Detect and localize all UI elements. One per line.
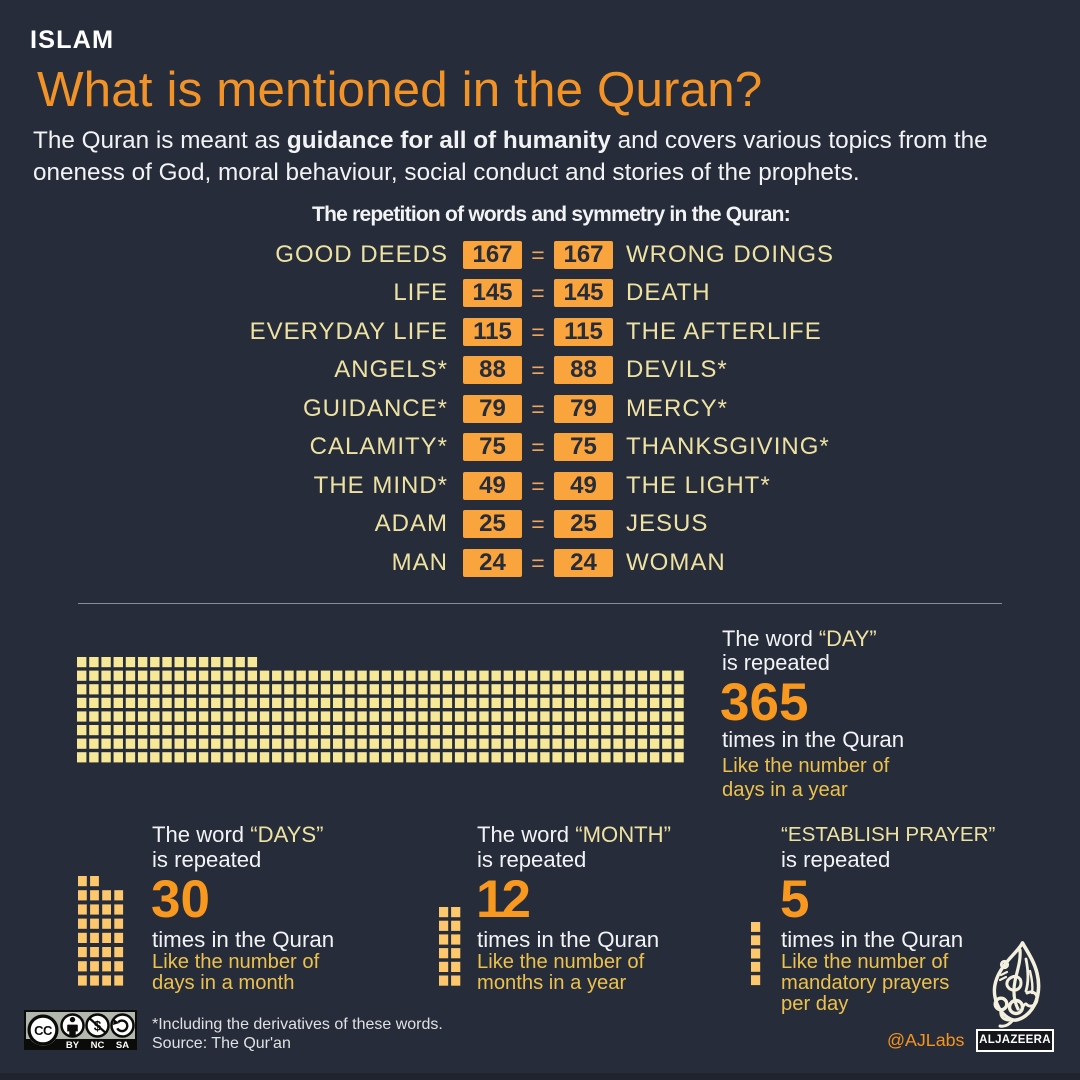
svg-text:CC: CC [34,1023,53,1038]
svg-text:SA: SA [116,1040,129,1050]
svg-text:NC: NC [91,1040,105,1050]
svg-text:BY: BY [66,1040,80,1050]
